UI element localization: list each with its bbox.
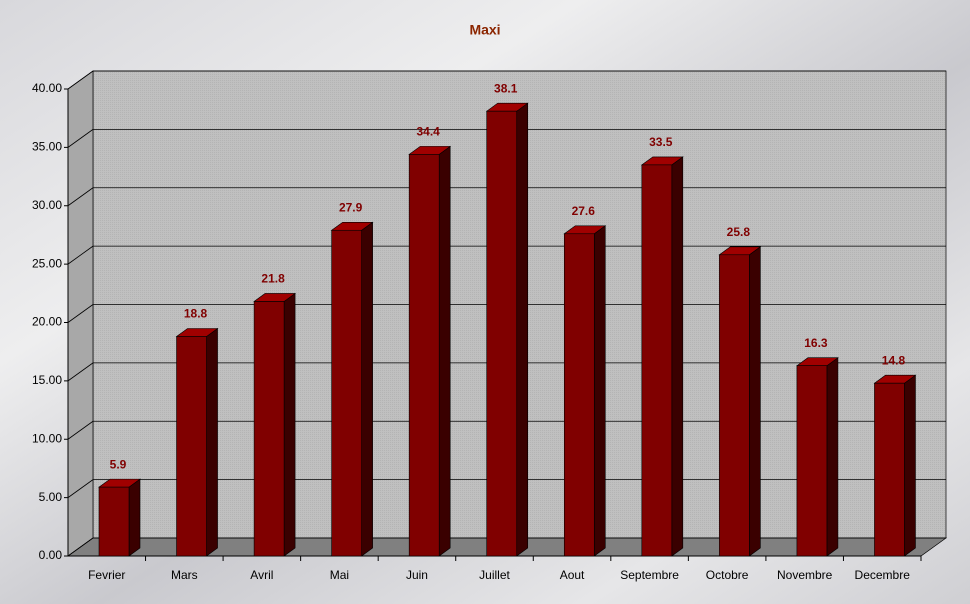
bar [874,382,905,557]
x-tick-label: Mars [171,568,198,582]
bar [641,164,673,557]
y-tick-label: 40.00 [32,81,62,95]
x-tick-label: Avril [250,568,273,582]
grid-line [67,129,94,148]
bar-side [206,327,218,557]
y-tick-label: 35.00 [32,140,62,154]
value-label: 18.8 [184,307,208,321]
value-label: 16.3 [804,336,828,350]
value-label: 21.8 [261,272,285,286]
x-tick-label: Juillet [479,568,510,582]
chart-title: Maxi [469,22,500,38]
y-tick-label: 25.00 [32,256,62,270]
grid-line [67,304,94,323]
bar-side [283,292,296,557]
bar-side [826,357,839,557]
x-tick-label: Juin [406,568,428,582]
bar [408,154,440,557]
grid-line [67,537,94,557]
x-tick-label: Decembre [855,568,911,582]
bar-side [671,156,684,557]
y-tick-label: 10.00 [32,431,62,445]
bar [253,301,285,557]
x-tick-label: Mai [330,568,349,582]
bar [719,254,750,557]
value-label: 38.1 [494,81,518,95]
bar-side [438,145,451,557]
bar-side [361,221,373,557]
grid-line [67,362,94,382]
bar [98,486,130,557]
bar-side [593,225,606,557]
x-tick-label: Fevrier [88,568,125,582]
grid-line [67,70,94,90]
value-label: 14.8 [882,353,906,367]
x-tick-label: Aout [560,568,585,582]
bar-side [904,374,916,557]
y-tick-label: 5.00 [39,490,63,504]
x-tick-label: Octobre [706,568,749,582]
x-tick-label: Septembre [620,568,679,582]
bar-side [128,478,141,557]
bar [563,233,595,557]
y-tick-label: 30.00 [32,198,62,212]
value-label: 25.8 [727,225,751,239]
bar-side [749,246,761,557]
y-tick-label: 20.00 [32,315,62,329]
bar [796,365,828,557]
bar [331,229,362,557]
y-tick-label: 15.00 [32,373,62,387]
value-label: 27.6 [572,204,596,218]
grid-line [67,245,94,265]
grid-line [67,420,94,440]
value-label: 34.4 [417,125,441,139]
grid-line [67,479,94,498]
bar [176,336,207,557]
grid-line [67,187,94,207]
bar [486,110,518,557]
x-tick-label: Novembre [777,568,833,582]
value-label: 33.5 [649,135,673,149]
y-tick-label: 0.00 [39,548,63,562]
value-label: 5.9 [110,457,127,471]
value-label: 27.9 [339,200,363,214]
bar-side [516,102,529,557]
